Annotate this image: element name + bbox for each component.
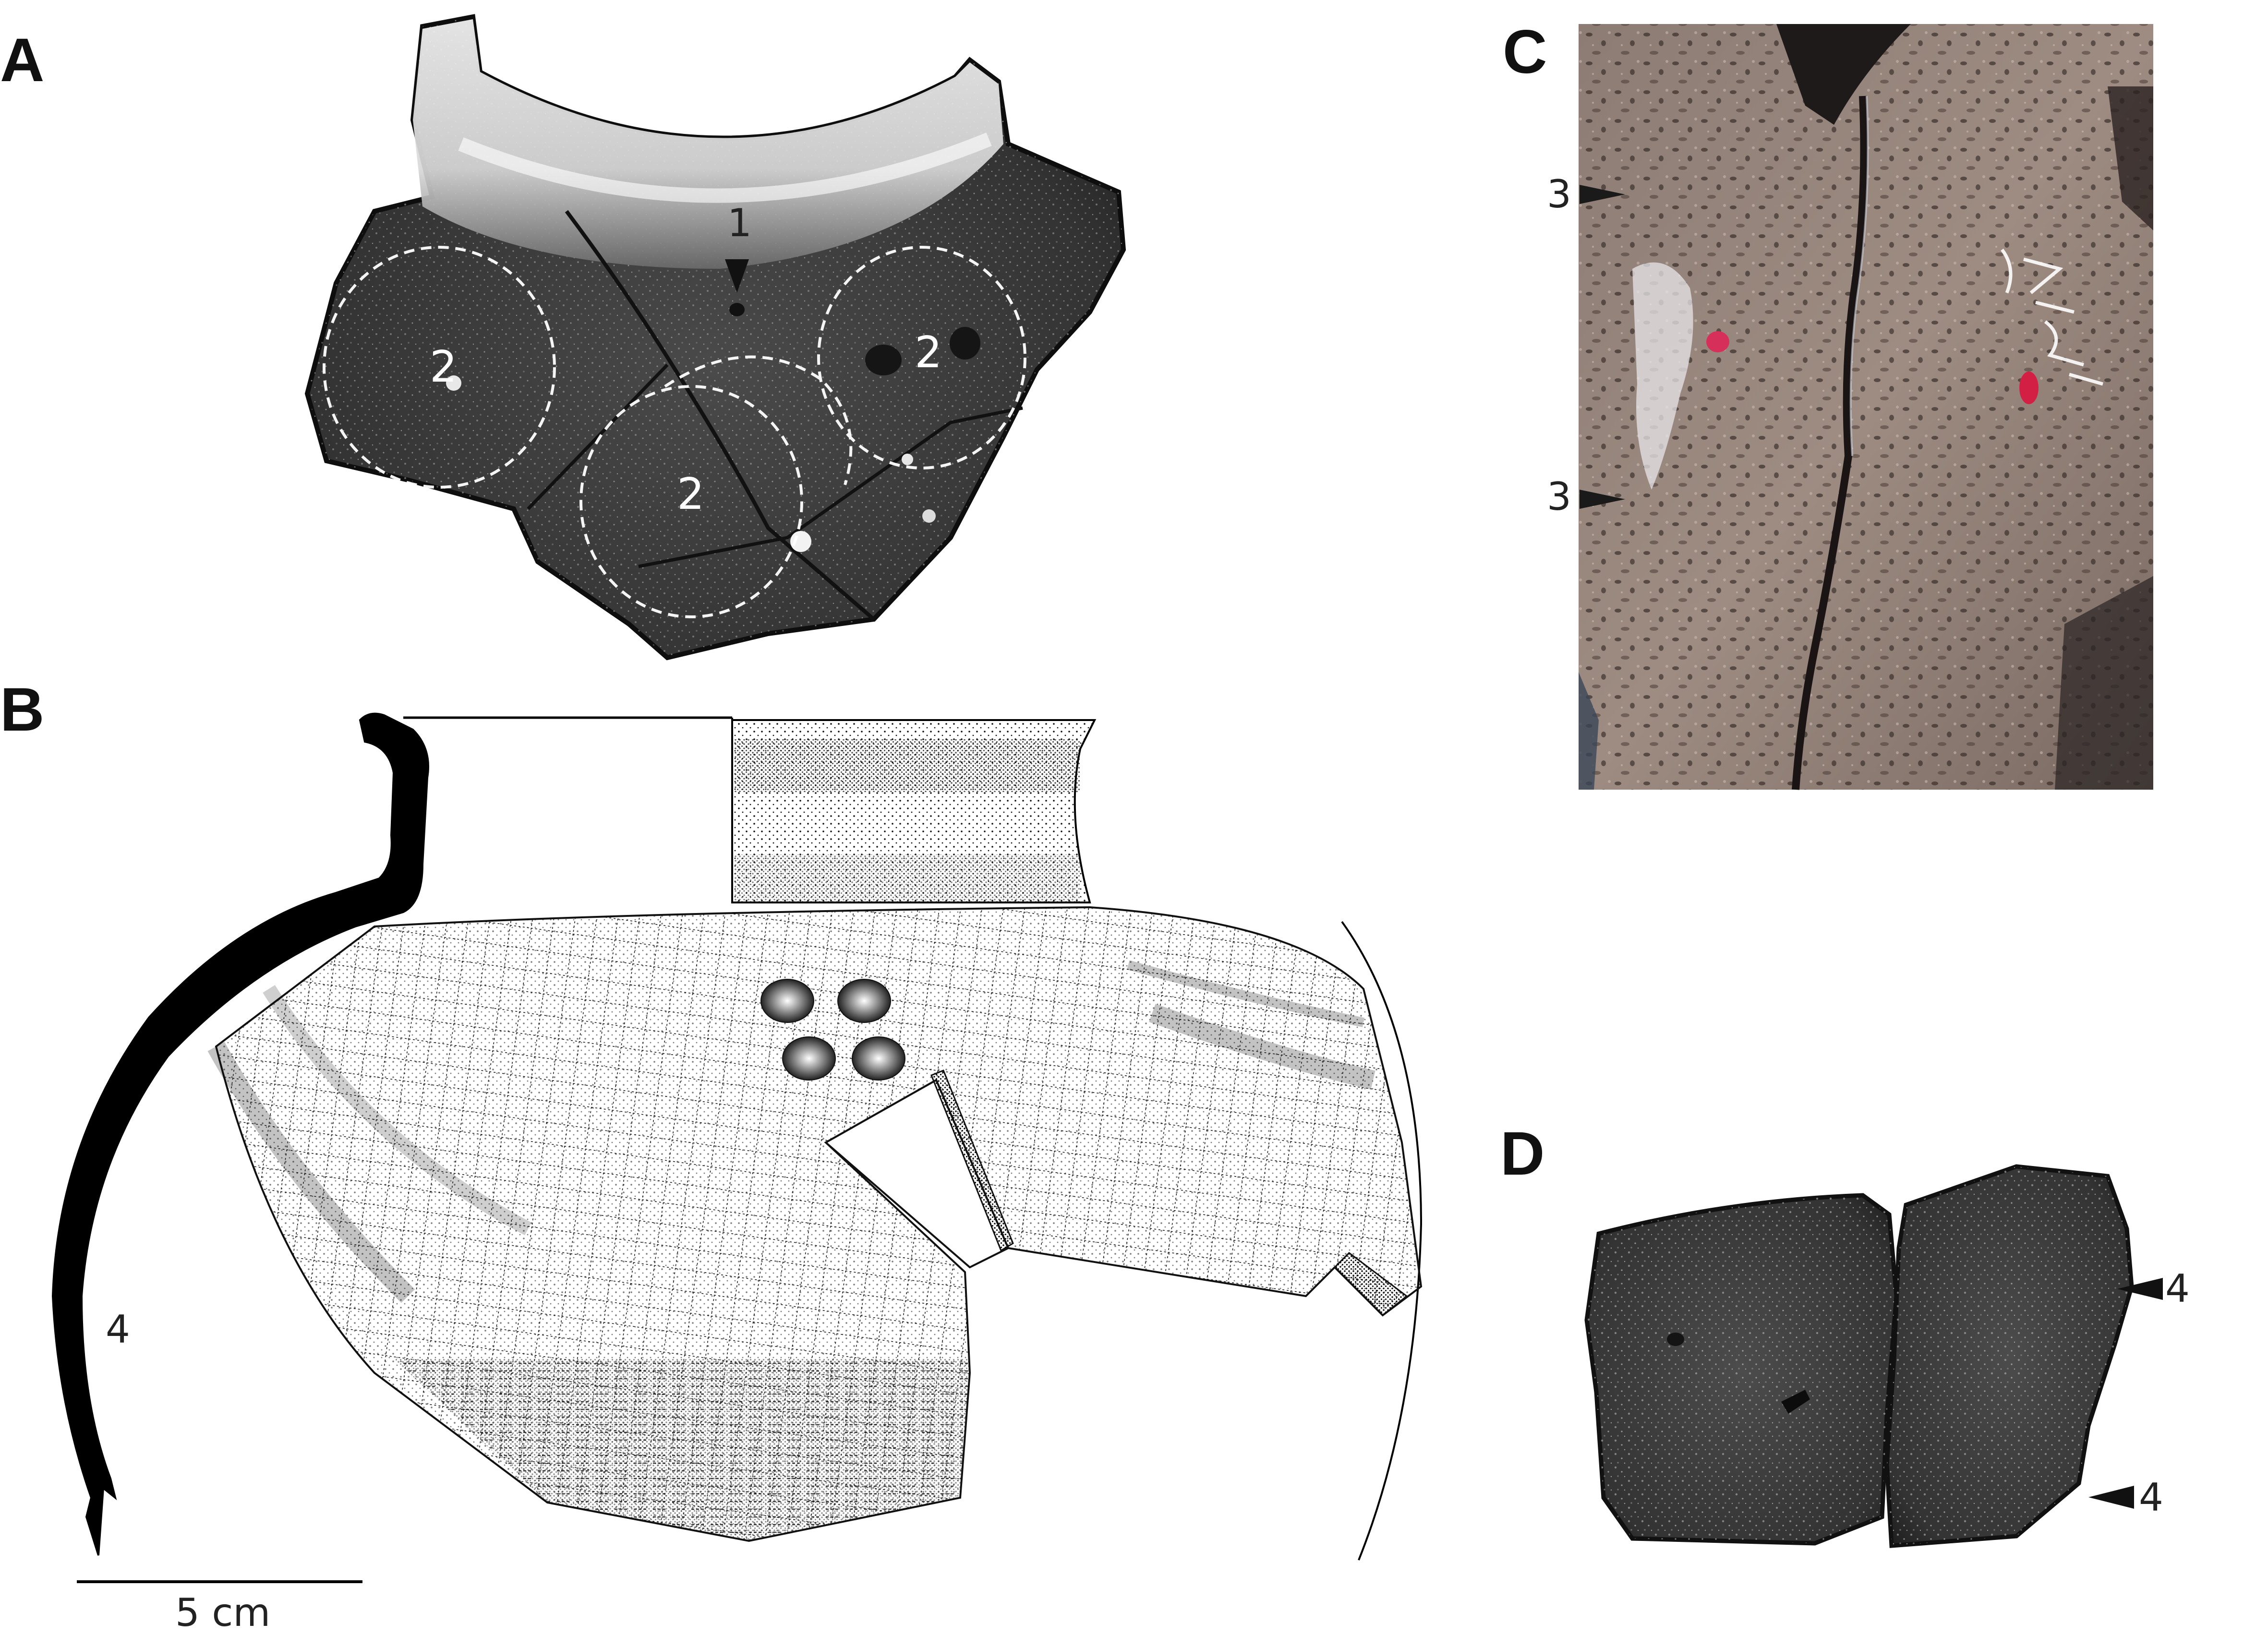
coil-label-2-right: 2 [915, 327, 942, 378]
profile-marker-4-label: 4 [106, 1307, 130, 1352]
panel-letter-a: A [0, 26, 45, 95]
marker-4-label-upper: 4 [2165, 1266, 2190, 1311]
coil-label-2-left: 2 [430, 342, 458, 392]
coil-label-2-center: 2 [677, 469, 705, 519]
panel-letter-c: C [1503, 18, 1547, 86]
marker-4-label-lower: 4 [2139, 1475, 2163, 1520]
panel-letter-b: B [0, 675, 45, 744]
panel-letter-d: D [1500, 1119, 1545, 1188]
marker-3-label-lower: 3 [1547, 474, 1571, 519]
marker-1-label: 1 [727, 201, 752, 245]
marker-3-label-upper: 3 [1547, 172, 1571, 216]
